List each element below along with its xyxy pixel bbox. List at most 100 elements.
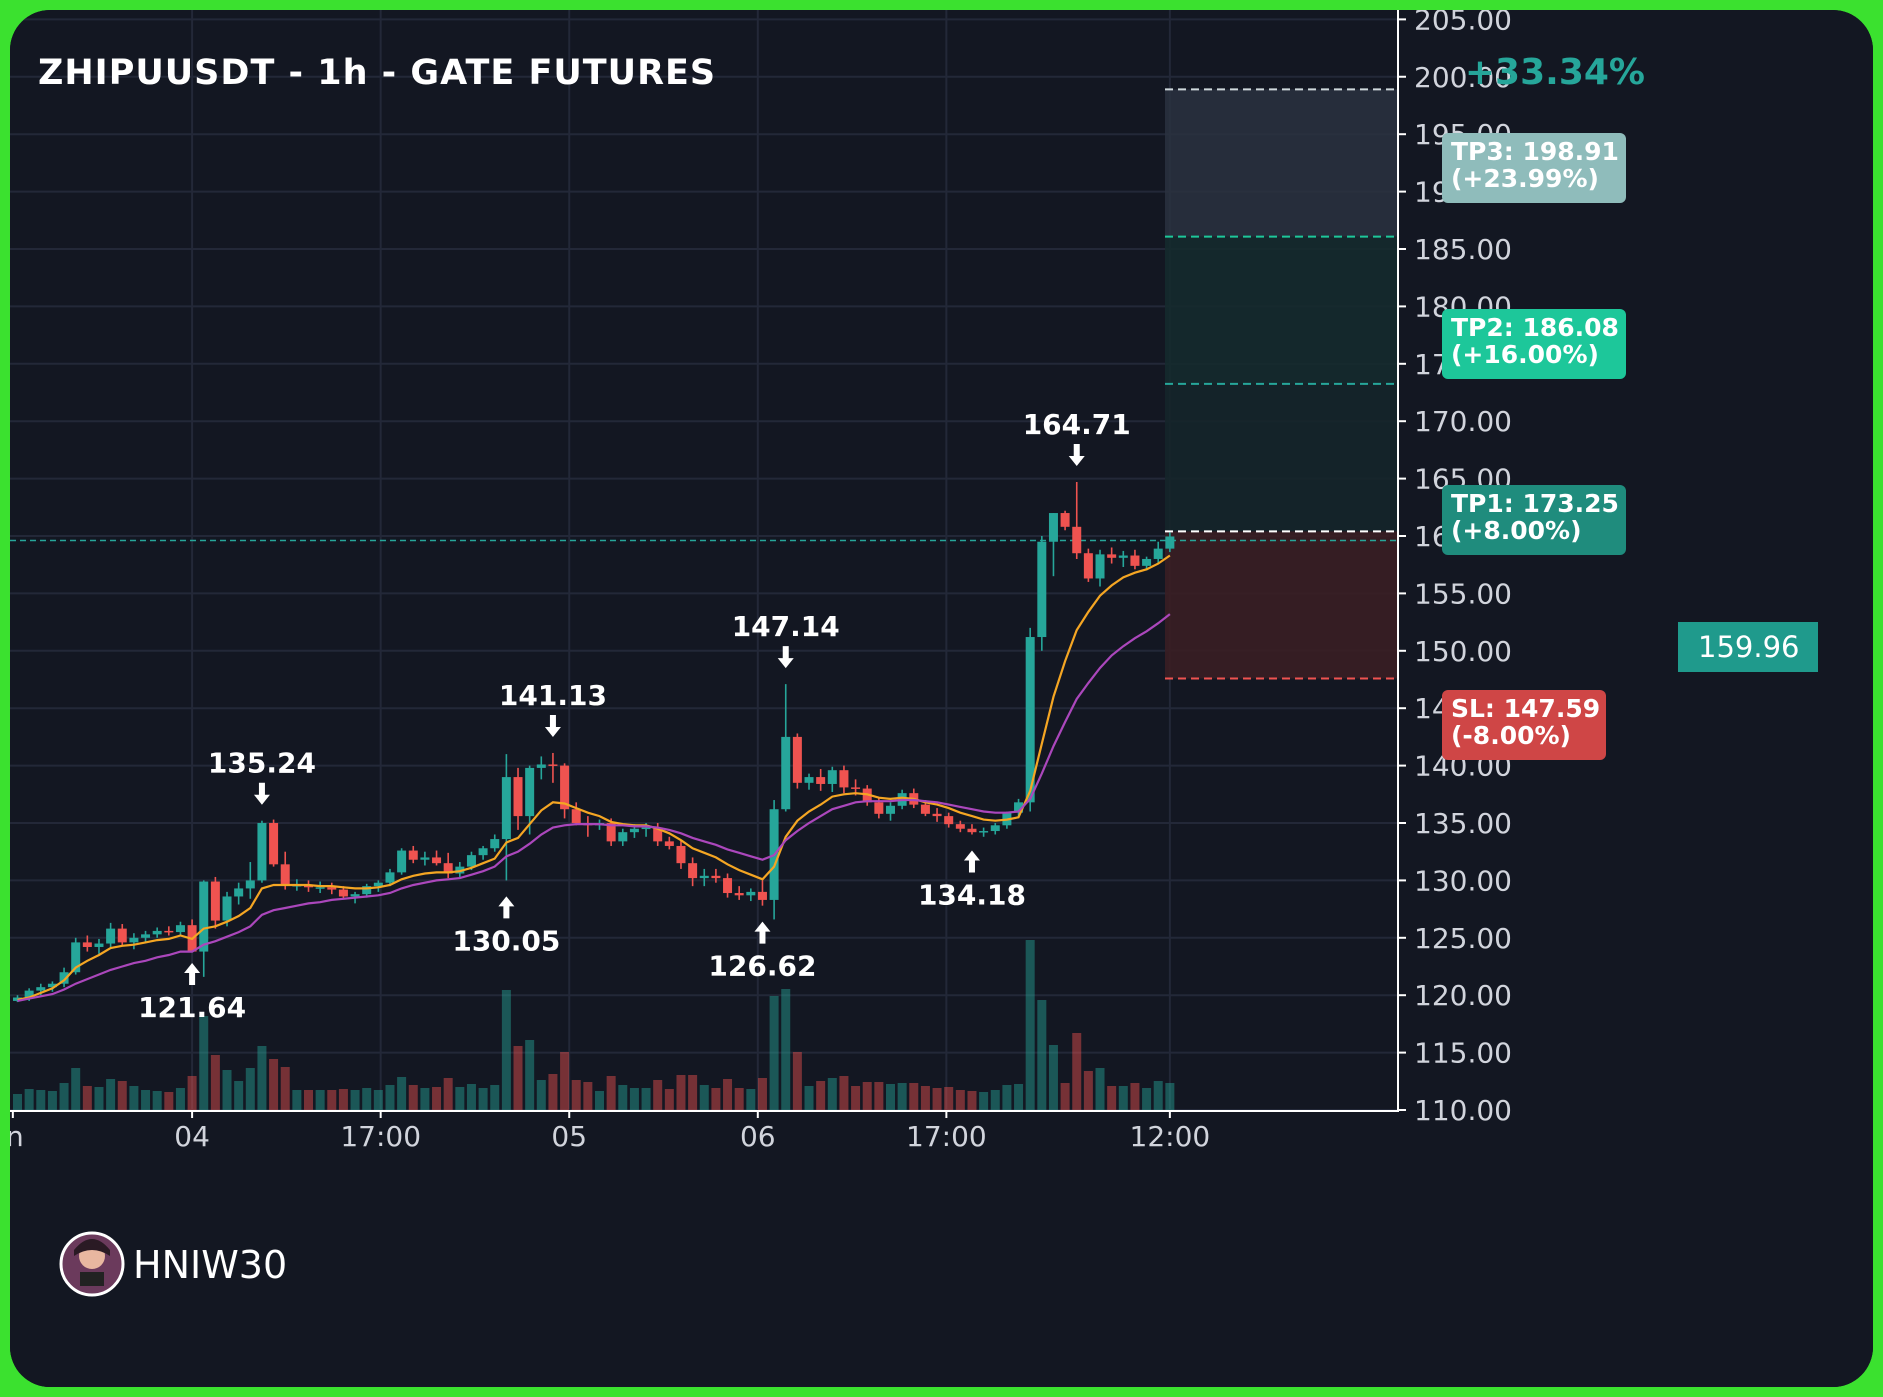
tp3-zone: [1165, 89, 1398, 237]
tp3-label: TP3: 198.91: [1451, 137, 1619, 166]
volume-bar: [501, 990, 511, 1110]
low-label: 130.05: [452, 924, 560, 957]
candle-body: [757, 891, 767, 900]
candle-body: [420, 857, 430, 860]
candle-body: [222, 896, 232, 921]
candle-body: [82, 942, 92, 947]
candle-body: [210, 881, 220, 921]
tp3-pct: (+23.99%): [1451, 164, 1599, 193]
candle-body: [1118, 555, 1128, 558]
x-tick-label: n: [10, 1120, 24, 1153]
candle-body: [734, 893, 744, 896]
candle-body: [1153, 548, 1163, 559]
candle-body: [36, 987, 46, 991]
volume-bar: [82, 1086, 92, 1110]
volume-bar: [792, 1052, 802, 1110]
y-tick-label: 150.00: [1414, 635, 1512, 668]
volume-bar: [490, 1085, 500, 1110]
low-label: 126.62: [708, 950, 816, 983]
high-label: 135.24: [208, 747, 316, 780]
x-tick-label: 04: [174, 1120, 210, 1153]
y-tick-label: 170.00: [1414, 405, 1512, 438]
candle-body: [932, 813, 942, 817]
candle-body: [501, 777, 511, 840]
volume-bar: [920, 1086, 930, 1110]
y-tick-label: 120.00: [1414, 979, 1512, 1012]
volume-bar: [141, 1090, 151, 1110]
position-zones: [10, 88, 1398, 680]
volume-bar: [571, 1080, 581, 1110]
volume-bar: [362, 1088, 372, 1110]
volume-bar: [955, 1090, 965, 1110]
low-arrow: [184, 962, 201, 985]
volume-bar: [1072, 1033, 1082, 1110]
candle-body: [164, 930, 174, 933]
candle-body: [629, 828, 639, 833]
volume-bar: [175, 1088, 185, 1110]
candle-body: [94, 943, 104, 947]
tp2-pct: (+16.00%): [1451, 340, 1599, 369]
volume-bar: [199, 1016, 209, 1110]
volume-bar: [909, 1083, 919, 1110]
volume-bar: [71, 1068, 81, 1110]
volume-bar: [1153, 1081, 1163, 1110]
volume-bars: [13, 940, 1175, 1110]
volume-bar: [723, 1079, 733, 1110]
volume-bar: [757, 1078, 767, 1110]
candle-body: [1165, 536, 1175, 549]
volume-bar: [129, 1086, 139, 1110]
candle-body: [1060, 513, 1070, 527]
volume-bar: [734, 1088, 744, 1110]
volume-bar: [13, 1094, 22, 1110]
chart-frame: 121.64 135.24 130.05 141.13 126.62 147.14 134.…: [10, 10, 1873, 1387]
candle-body: [71, 942, 81, 973]
candle-body: [1072, 526, 1082, 554]
candle-body: [490, 839, 500, 849]
volume-bar: [1107, 1086, 1117, 1110]
chart-svg[interactable]: 121.64 135.24 130.05 141.13 126.62 147.14 134.…: [10, 10, 1873, 1387]
volume-bar: [257, 1046, 267, 1110]
volume-bar: [513, 1046, 523, 1110]
price-annotations: 121.64 135.24 130.05 141.13 126.62 147.14 134.…: [138, 408, 1131, 1024]
volume-bar: [1118, 1086, 1128, 1110]
chart-title: ZHIPUUSDT - 1h - GATE FUTURES: [38, 53, 716, 93]
candle-body: [1095, 554, 1105, 579]
watermark: HNIW30: [59, 1231, 287, 1297]
volume-bar: [280, 1067, 290, 1110]
volume-bar: [164, 1092, 174, 1110]
tp3-label-box: TP3: 198.91 (+23.99%): [1442, 133, 1626, 203]
volume-bar: [59, 1083, 69, 1110]
volume-bar: [338, 1089, 348, 1110]
volume-bar: [1048, 1045, 1058, 1110]
candle-body: [944, 816, 954, 825]
volume-bar: [641, 1088, 651, 1110]
volume-bar: [816, 1081, 826, 1110]
volume-bar: [47, 1091, 57, 1110]
tp1-label-box: TP1: 173.25 (+8.00%): [1442, 485, 1626, 555]
candle-body: [699, 875, 709, 879]
y-tick-label: 155.00: [1414, 577, 1512, 610]
candle-body: [304, 884, 313, 888]
candle-body: [618, 832, 628, 842]
y-tick-label: 115.00: [1414, 1037, 1512, 1070]
candle-body: [373, 882, 383, 887]
high-label: 147.14: [732, 610, 840, 643]
candle-body: [408, 850, 418, 860]
volume-bar: [385, 1085, 395, 1110]
candle-body: [816, 777, 826, 784]
candle-body: [129, 937, 139, 943]
volume-bar: [536, 1080, 546, 1110]
candle-body: [59, 972, 69, 984]
tp3-box: [1442, 133, 1626, 203]
tp1-label: TP1: 173.25: [1451, 489, 1619, 518]
volume-bar: [432, 1087, 442, 1110]
y-tick-label: 130.00: [1414, 864, 1512, 897]
high-arrow: [253, 782, 270, 805]
candle-body: [117, 928, 127, 943]
volume-bar: [443, 1078, 453, 1110]
ema-long-line: [17, 613, 1171, 1002]
volume-bar: [117, 1081, 127, 1110]
volume-bar: [769, 996, 779, 1110]
tp2-label: TP2: 186.08: [1451, 313, 1619, 342]
candle-body: [967, 828, 977, 833]
